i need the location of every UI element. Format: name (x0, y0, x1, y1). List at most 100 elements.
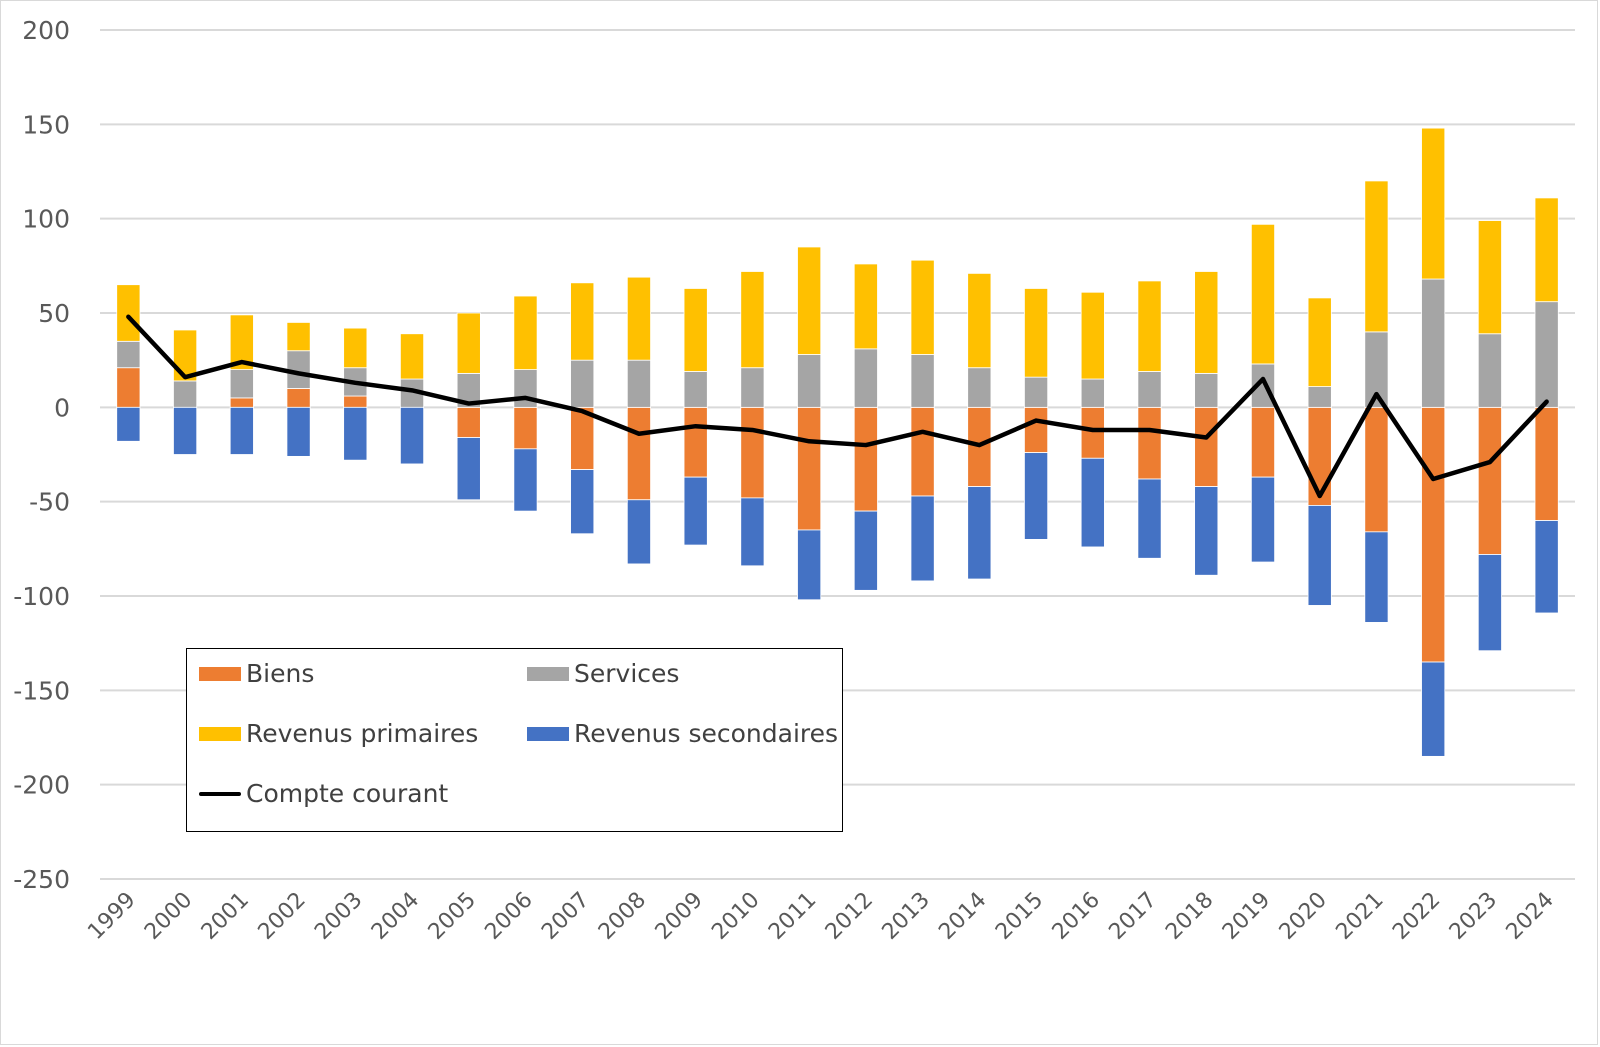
bar-biens-2001 (229, 397, 254, 408)
bar-revenus-primaires-2009 (683, 288, 708, 372)
bar-biens-2002 (286, 388, 311, 408)
bar-revenus-primaires-2021 (1364, 180, 1389, 333)
x-tick-label: 2002 (254, 888, 311, 945)
bar-revenus-secondaires-2024 (1534, 520, 1559, 614)
bar-revenus-secondaires-2005 (456, 437, 481, 501)
bar-services-2012 (853, 348, 878, 408)
line-compte-courant (126, 314, 1549, 499)
legend-swatch-services (527, 666, 569, 681)
bar-revenus-secondaires-2006 (513, 448, 538, 512)
legend-item-revenus-secondaires: Revenus secondaires (527, 719, 838, 748)
bar-services-2015 (1024, 376, 1049, 408)
y-tick-label: 200 (22, 16, 70, 45)
bar-biens-1999 (116, 367, 141, 408)
y-tick-label: -100 (13, 582, 70, 611)
bar-biens-2008 (626, 406, 651, 501)
x-tick-label: 2015 (991, 888, 1048, 945)
bar-biens-2016 (1080, 406, 1105, 459)
bar-biens-2013 (910, 406, 935, 497)
bar-revenus-primaires-2024 (1534, 197, 1559, 303)
x-tick-label: 2019 (1218, 888, 1275, 945)
y-tick-label: -50 (29, 488, 70, 517)
bar-revenus-secondaires-2001 (229, 406, 254, 455)
bar-revenus-secondaires-1999 (116, 406, 141, 442)
y-tick-label: 0 (54, 393, 70, 422)
bar-revenus-primaires-2012 (853, 263, 878, 350)
bar-revenus-primaires-2003 (343, 327, 368, 369)
bar-services-2001 (229, 369, 254, 399)
bar-revenus-secondaires-2011 (797, 529, 822, 601)
bar-revenus-secondaires-2016 (1080, 457, 1105, 548)
bar-biens-2017 (1137, 406, 1162, 480)
legend-label: Biens (246, 659, 315, 688)
bar-revenus-secondaires-2021 (1364, 531, 1389, 623)
legend-item-compte-courant: Compte courant (199, 779, 448, 808)
bar-revenus-primaires-2011 (797, 246, 822, 355)
bar-services-2018 (1194, 372, 1219, 408)
y-axis-tick-labels: 200 150 100 50 0 -50 -100 -150 -200 -250 (13, 16, 70, 894)
legend-label: Revenus secondaires (574, 719, 839, 748)
bar-revenus-primaires-2008 (626, 276, 651, 361)
bar-revenus-primaires-2018 (1194, 271, 1219, 374)
bar-services-2011 (797, 354, 822, 408)
bar-biens-2022 (1421, 406, 1446, 663)
bar-revenus-primaires-2015 (1024, 288, 1049, 378)
bar-revenus-secondaires-2004 (399, 406, 425, 465)
bar-services-2013 (910, 354, 935, 408)
x-tick-label: 2013 (878, 888, 935, 945)
bar-revenus-secondaires-2020 (1307, 505, 1332, 606)
bar-revenus-primaires-2023 (1477, 220, 1502, 335)
bar-biens-2015 (1024, 406, 1049, 454)
bar-revenus-secondaires-2015 (1024, 452, 1049, 540)
y-tick-label: -150 (13, 676, 70, 705)
x-tick-label: 2023 (1445, 888, 1502, 945)
bar-services-2014 (967, 367, 992, 408)
x-tick-label: 2004 (367, 888, 424, 945)
bar-revenus-secondaires-2013 (910, 495, 935, 582)
x-tick-label: 2020 (1275, 888, 1332, 945)
legend-line-compte-courant (199, 791, 241, 796)
bar-services-2000 (173, 380, 198, 408)
bar-revenus-primaires-2017 (1137, 280, 1162, 372)
bar-services-2007 (570, 359, 595, 408)
y-tick-label: 150 (22, 110, 70, 139)
x-tick-label: 2010 (707, 888, 764, 945)
x-tick-label: 2017 (1104, 888, 1161, 945)
x-tick-label: 2003 (310, 888, 367, 945)
bar-revenus-secondaires-2019 (1250, 476, 1276, 563)
x-tick-label: 2000 (140, 888, 197, 945)
legend-label: Revenus primaires (246, 719, 479, 748)
bar-biens-2023 (1477, 406, 1502, 555)
x-tick-label: 1999 (83, 888, 140, 945)
legend-swatch-revenus-primaires (199, 726, 241, 741)
bar-revenus-secondaires-2002 (286, 406, 311, 457)
bar-revenus-primaires-2010 (740, 271, 765, 369)
bar-services-2024 (1534, 301, 1559, 408)
bar-biens-2020 (1307, 406, 1332, 506)
bar-revenus-primaires-2004 (399, 333, 425, 380)
bar-services-1999 (116, 340, 141, 369)
bar-biens-2021 (1364, 406, 1389, 533)
bar-revenus-primaires-2013 (910, 259, 935, 355)
legend-swatch-revenus-secondaires (527, 726, 569, 741)
x-tick-label: 2012 (821, 888, 878, 945)
bar-revenus-primaires-2020 (1307, 297, 1332, 387)
bar-revenus-primaires-2014 (967, 272, 992, 369)
legend-label: Services (574, 659, 680, 688)
bar-services-2016 (1080, 378, 1105, 408)
bar-services-2017 (1137, 371, 1162, 408)
bar-services-2009 (683, 371, 708, 408)
line-series (126, 314, 1549, 499)
bar-revenus-secondaires-2017 (1137, 478, 1162, 559)
x-tick-label: 2014 (934, 888, 991, 945)
x-tick-label: 2001 (197, 888, 254, 945)
bar-revenus-primaires-2016 (1080, 291, 1105, 380)
bar-revenus-primaires-2001 (229, 314, 254, 370)
bar-biens-2012 (853, 406, 878, 512)
bar-biens-2010 (740, 406, 765, 499)
x-axis-tick-labels: 1999 2000 2001 2002 2003 2004 2005 2006 2007 2008… (83, 888, 1559, 945)
x-tick-label: 2022 (1388, 888, 1445, 945)
bar-revenus-secondaires-2009 (683, 476, 708, 546)
legend-item-services: Services (527, 659, 679, 688)
